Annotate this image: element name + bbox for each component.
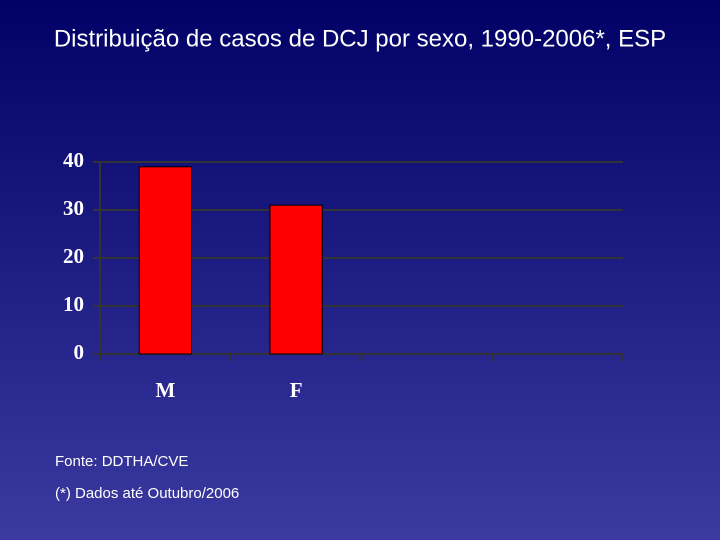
chart-title: Distribuição de casos de DCJ por sexo, 1… [54, 25, 666, 52]
x-tick-label: M [155, 378, 175, 402]
bar [138, 166, 193, 355]
x-tick-label: F [290, 378, 303, 402]
footnote: (*) Dados até Outubro/2006 [55, 485, 239, 502]
y-tick-label: 40 [63, 148, 84, 172]
y-tick-label: 30 [63, 196, 84, 220]
bar [269, 204, 323, 355]
y-tick-label: 0 [74, 340, 85, 364]
y-tick-label: 10 [63, 292, 84, 316]
y-tick-label: 20 [63, 244, 84, 268]
source-note: Fonte: DDTHA/CVE [55, 453, 188, 470]
